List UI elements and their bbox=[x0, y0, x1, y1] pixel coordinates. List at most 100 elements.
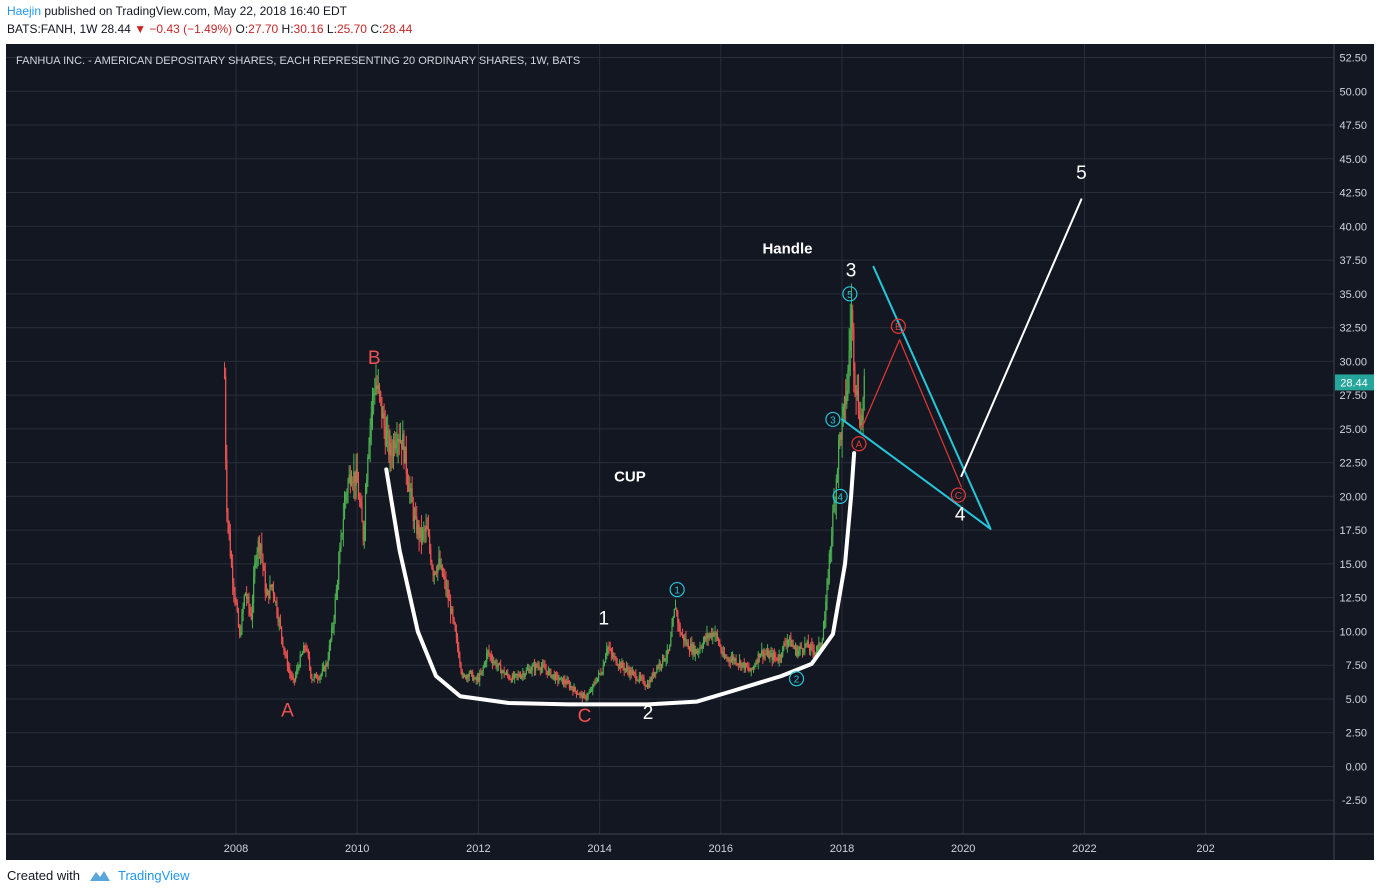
candle-body bbox=[674, 608, 677, 610]
candle-body bbox=[349, 474, 351, 485]
subwave-label: C bbox=[955, 491, 962, 502]
candle-body bbox=[838, 439, 840, 470]
candle-body bbox=[727, 658, 729, 660]
candle-body bbox=[240, 632, 242, 636]
candle-body bbox=[645, 685, 647, 687]
candle-body bbox=[596, 677, 599, 682]
price-chart[interactable]: FANHUA INC. - AMERICAN DEPOSITARY SHARES… bbox=[6, 44, 1374, 860]
subwave-label: 1 bbox=[674, 586, 680, 597]
x-tick-label: 2022 bbox=[1072, 843, 1096, 855]
candle-body bbox=[275, 601, 277, 603]
y-tick-label: 50.00 bbox=[1339, 86, 1367, 98]
candle-body bbox=[498, 663, 501, 665]
candle-body bbox=[243, 595, 245, 607]
candle-body bbox=[320, 674, 322, 677]
y-tick-label: 15.00 bbox=[1339, 559, 1367, 571]
candle-body bbox=[756, 662, 758, 664]
candle-body bbox=[777, 660, 779, 662]
candle-body bbox=[599, 673, 601, 675]
candle-body bbox=[785, 644, 787, 646]
y-tick-label: 20.00 bbox=[1339, 491, 1367, 503]
candle-body bbox=[731, 656, 734, 659]
candle-body bbox=[755, 662, 757, 666]
candle-body bbox=[662, 655, 664, 665]
candle-body bbox=[828, 553, 830, 581]
candle-body bbox=[385, 432, 388, 446]
candle-body bbox=[831, 536, 833, 547]
candle-body bbox=[474, 678, 476, 680]
candle-body bbox=[522, 673, 524, 676]
candle-body bbox=[481, 670, 483, 674]
last-price-badge-label: 28.44 bbox=[1340, 377, 1368, 389]
candle-body bbox=[807, 641, 809, 648]
y-tick-label: 5.00 bbox=[1346, 694, 1367, 706]
candle-body bbox=[278, 619, 280, 623]
candle-body bbox=[805, 643, 807, 645]
candle-body bbox=[269, 584, 271, 599]
candle-body bbox=[280, 626, 283, 638]
candle-body bbox=[741, 663, 743, 668]
candle-body bbox=[617, 665, 619, 667]
candle-body bbox=[631, 671, 633, 675]
chart-panel[interactable]: FANHUA INC. - AMERICAN DEPOSITARY SHARES… bbox=[6, 44, 1374, 860]
candle-body bbox=[705, 636, 707, 639]
candle-body bbox=[253, 576, 255, 603]
candle-body bbox=[301, 653, 304, 655]
candle-body bbox=[861, 415, 863, 421]
publish-line: Haejin published on TradingView.com, May… bbox=[7, 4, 347, 18]
candle-body bbox=[602, 665, 604, 674]
candle-body bbox=[460, 663, 462, 671]
author-link[interactable]: Haejin bbox=[7, 4, 42, 18]
candle-body bbox=[268, 590, 270, 599]
candle-body bbox=[845, 396, 847, 405]
candle-body bbox=[234, 591, 236, 601]
candle-body bbox=[748, 667, 750, 671]
tradingview-link[interactable]: TradingView bbox=[117, 868, 190, 883]
candle-body bbox=[820, 645, 822, 649]
candle-body bbox=[720, 646, 722, 652]
candle-body bbox=[305, 648, 307, 650]
candle-body bbox=[608, 647, 610, 649]
y-tick-label: 0.00 bbox=[1346, 761, 1367, 773]
candle-body bbox=[416, 516, 418, 535]
candle-body bbox=[415, 516, 417, 518]
candle-body bbox=[448, 599, 451, 601]
candle-body bbox=[658, 662, 660, 668]
candle-body bbox=[326, 663, 328, 665]
candle-body bbox=[484, 662, 487, 664]
candle-body bbox=[556, 674, 558, 676]
candle-body bbox=[702, 641, 705, 647]
candle-body bbox=[547, 670, 550, 675]
candle-body bbox=[587, 693, 589, 697]
candle-body bbox=[319, 676, 321, 679]
subwave-label: B bbox=[895, 322, 902, 333]
time-axis[interactable]: 2008 2010 2012 2014 2016 2018 2020 2022 202 bbox=[6, 833, 1374, 855]
candle-body bbox=[683, 634, 685, 641]
candle-body bbox=[639, 675, 642, 679]
candle-body bbox=[688, 649, 691, 651]
candle-body bbox=[846, 390, 848, 405]
candle-body bbox=[410, 488, 412, 490]
y-tick-label: 35.00 bbox=[1339, 289, 1367, 301]
price-axis[interactable]: 52.50 50.00 47.50 45.00 42.50 40.00 37.50 35.00… bbox=[1333, 44, 1374, 860]
candle-body bbox=[398, 439, 400, 442]
candle-body bbox=[451, 608, 453, 614]
candle-body bbox=[643, 678, 645, 685]
candle-body bbox=[822, 629, 825, 640]
candle-body bbox=[276, 601, 278, 615]
candle-body bbox=[497, 663, 499, 666]
candle-body bbox=[549, 669, 551, 671]
candle-body bbox=[848, 350, 850, 371]
wave-label: Handle bbox=[762, 240, 812, 257]
candle-body bbox=[322, 666, 325, 669]
candle-body bbox=[716, 633, 719, 639]
candle-body bbox=[223, 376, 226, 378]
candle-body bbox=[409, 488, 411, 492]
candle-body bbox=[265, 592, 268, 596]
candle-body bbox=[589, 690, 592, 693]
candle-body bbox=[228, 521, 230, 534]
candle-body bbox=[813, 650, 815, 655]
chart-background bbox=[6, 44, 1374, 860]
candle-body bbox=[467, 675, 469, 678]
candle-body bbox=[461, 670, 463, 676]
